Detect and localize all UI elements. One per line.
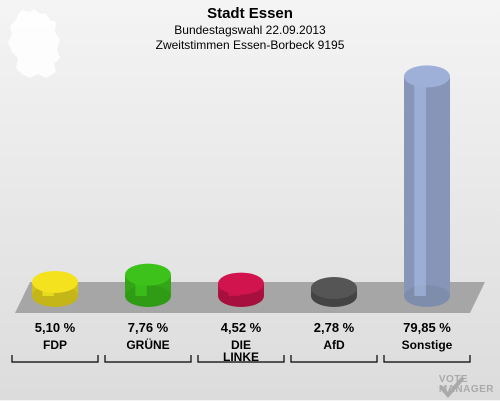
logo-text-manager: MANAGER	[438, 384, 494, 395]
label-bracket	[383, 355, 471, 363]
category-label: AfD	[323, 338, 345, 352]
logo-text-vote: VOTE	[438, 374, 469, 385]
category-label: Sonstige	[401, 338, 453, 352]
category-label: DIE LINKE	[223, 338, 259, 364]
chart-header: Stadt Essen Bundestagswahl 22.09.2013 Zw…	[0, 5, 500, 53]
value-label: 7,76 %	[127, 320, 169, 335]
germany-map-icon	[8, 9, 60, 78]
category-label: FDP	[43, 338, 67, 352]
label-bracket	[290, 355, 378, 363]
chart-subtitle-district: Zweitstimmen Essen-Borbeck 9195	[155, 38, 345, 52]
value-label: 2,78 %	[313, 320, 355, 335]
bar-sonstige	[404, 65, 450, 307]
chart-subtitle-date: Bundestagswahl 22.09.2013	[174, 23, 326, 37]
bar-grüne	[125, 263, 171, 307]
category-label: GRÜNE	[126, 338, 170, 352]
checkmark-icon	[439, 377, 464, 399]
value-label: 4,52 %	[220, 320, 262, 335]
label-bracket	[11, 355, 99, 363]
value-label: 5,10 %	[34, 320, 76, 335]
vote-manager-logo: VOTE MANAGER	[438, 374, 494, 399]
value-label: 79,85 %	[403, 320, 451, 335]
bar-fdp	[32, 270, 78, 307]
label-bracket	[197, 355, 285, 363]
chart-title: Stadt Essen	[207, 5, 293, 22]
bar-afd	[311, 277, 357, 307]
bar-die-linke	[218, 272, 264, 307]
label-bracket	[104, 355, 192, 363]
